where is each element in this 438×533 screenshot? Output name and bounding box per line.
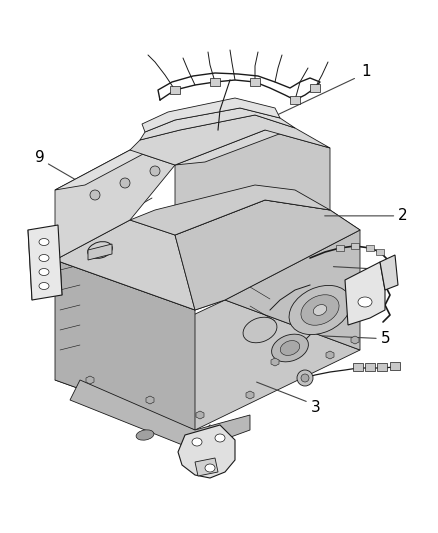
Ellipse shape	[39, 254, 49, 262]
Circle shape	[297, 370, 313, 386]
Circle shape	[90, 190, 100, 200]
Ellipse shape	[39, 238, 49, 246]
Ellipse shape	[280, 341, 300, 356]
Bar	[377, 363, 387, 371]
Polygon shape	[195, 458, 218, 476]
Polygon shape	[130, 115, 330, 165]
Bar	[170, 86, 180, 94]
Bar	[353, 363, 363, 371]
Bar	[336, 245, 344, 251]
Bar	[390, 362, 400, 370]
Bar	[365, 363, 375, 371]
Bar	[310, 84, 320, 92]
Circle shape	[150, 166, 160, 176]
Text: 9: 9	[35, 150, 44, 165]
Polygon shape	[130, 185, 330, 235]
Ellipse shape	[192, 438, 202, 446]
Polygon shape	[146, 396, 154, 404]
Text: 2: 2	[398, 208, 408, 223]
Polygon shape	[55, 220, 195, 310]
Polygon shape	[86, 376, 94, 384]
Polygon shape	[326, 351, 334, 359]
Ellipse shape	[289, 285, 351, 335]
Polygon shape	[175, 128, 295, 165]
Polygon shape	[28, 225, 62, 300]
Bar	[290, 96, 300, 104]
Polygon shape	[380, 255, 398, 290]
Polygon shape	[55, 210, 360, 310]
Ellipse shape	[301, 295, 339, 325]
Ellipse shape	[136, 430, 154, 440]
Ellipse shape	[39, 282, 49, 289]
Polygon shape	[196, 411, 204, 419]
Polygon shape	[175, 200, 360, 310]
Text: 4: 4	[381, 262, 390, 277]
Ellipse shape	[205, 464, 215, 472]
Polygon shape	[55, 145, 160, 190]
Bar	[376, 249, 384, 255]
Polygon shape	[142, 98, 280, 132]
Polygon shape	[55, 300, 360, 430]
Bar	[210, 78, 220, 86]
Bar	[366, 245, 374, 251]
Polygon shape	[140, 108, 295, 140]
Bar	[351, 243, 359, 249]
Ellipse shape	[243, 317, 277, 343]
Ellipse shape	[272, 334, 308, 362]
Ellipse shape	[313, 304, 327, 316]
Bar	[250, 78, 260, 86]
Circle shape	[301, 374, 309, 382]
Ellipse shape	[215, 434, 225, 442]
Polygon shape	[271, 358, 279, 366]
Text: 1: 1	[361, 64, 371, 79]
Polygon shape	[351, 336, 359, 344]
Circle shape	[120, 178, 130, 188]
Polygon shape	[88, 244, 112, 260]
Text: 5: 5	[381, 331, 390, 346]
Ellipse shape	[88, 241, 112, 259]
Polygon shape	[345, 262, 385, 325]
Polygon shape	[178, 425, 235, 478]
Polygon shape	[55, 260, 195, 430]
Polygon shape	[246, 391, 254, 399]
Text: 3: 3	[311, 400, 320, 415]
Polygon shape	[70, 380, 250, 450]
Polygon shape	[55, 150, 175, 260]
Ellipse shape	[358, 297, 372, 307]
Ellipse shape	[39, 269, 49, 276]
Polygon shape	[175, 130, 330, 235]
Polygon shape	[225, 180, 360, 350]
